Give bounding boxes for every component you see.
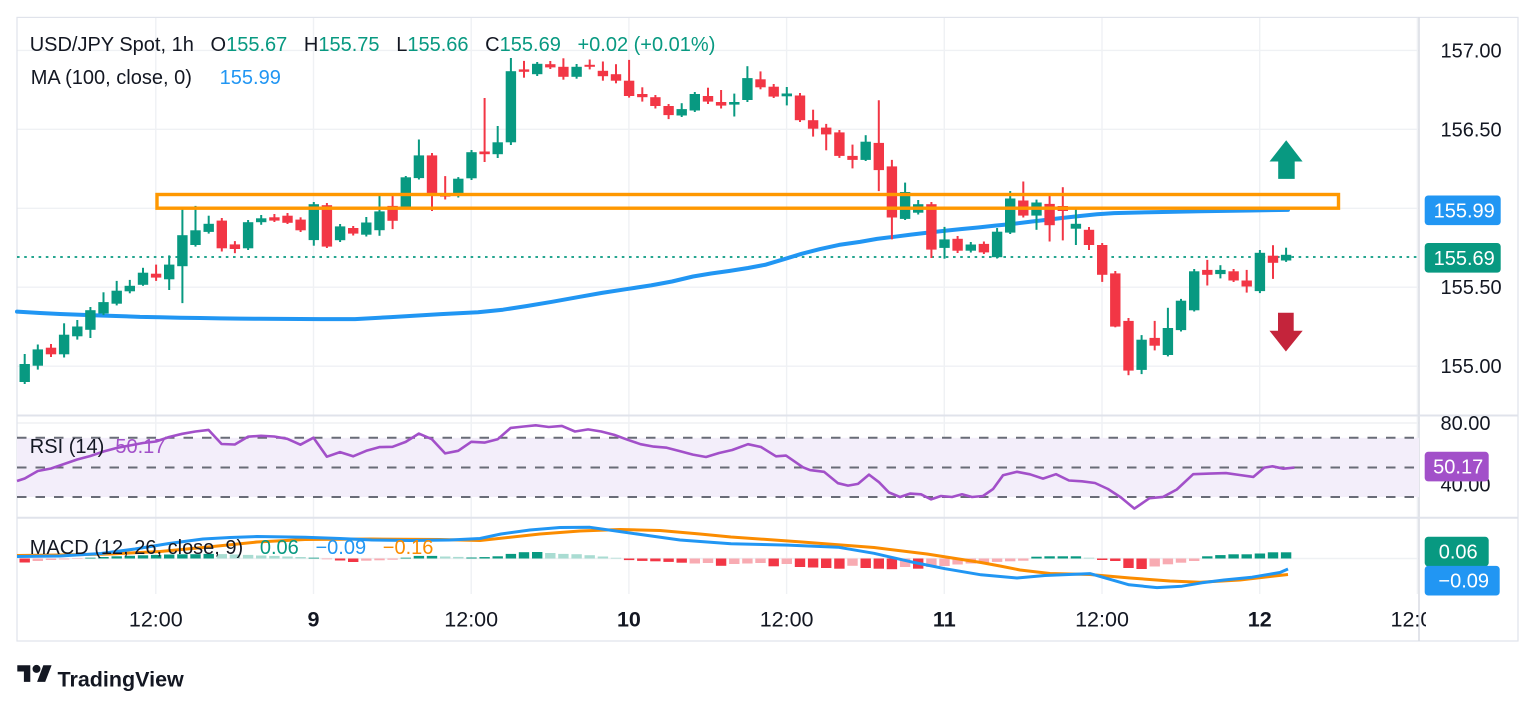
svg-text:12:00: 12:00 [1075, 608, 1129, 632]
svg-text:11: 11 [933, 608, 956, 632]
svg-text:12:00: 12:00 [1390, 608, 1444, 632]
svg-text:50.17: 50.17 [1433, 457, 1483, 479]
svg-text:12:00: 12:00 [129, 608, 183, 632]
svg-text:12:00: 12:00 [444, 608, 498, 632]
svg-text:155.99: 155.99 [1434, 200, 1495, 222]
svg-text:0.06: 0.06 [1439, 542, 1478, 564]
svg-text:155.00: 155.00 [1441, 356, 1502, 378]
svg-text:MA (100, close, 0) 155.99: MA (100, close, 0) 155.99 [31, 67, 281, 89]
svg-text:−0.09: −0.09 [1438, 571, 1489, 593]
svg-text:RSI (14) 50.17: RSI (14) 50.17 [30, 436, 166, 458]
svg-text:9: 9 [308, 608, 320, 632]
svg-text:TradingView: TradingView [58, 668, 185, 692]
svg-text:155.69: 155.69 [1434, 248, 1495, 270]
svg-text:10: 10 [617, 608, 641, 632]
svg-text:156.50: 156.50 [1441, 119, 1502, 141]
svg-text:12: 12 [1248, 608, 1272, 632]
svg-text:80.00: 80.00 [1441, 413, 1491, 435]
svg-text:157.00: 157.00 [1441, 40, 1502, 62]
svg-text:12:00: 12:00 [760, 608, 814, 632]
svg-text:USD/JPY Spot, 1h O155.67 H: USD/JPY Spot, 1h O155.67 H155.75 L155.66… [30, 34, 716, 56]
svg-text:MACD (12, 26, close, 9) 0.06: MACD (12, 26, close, 9) 0.06 −0.09 −0.16 [30, 537, 434, 559]
svg-text:155.50: 155.50 [1441, 277, 1502, 299]
